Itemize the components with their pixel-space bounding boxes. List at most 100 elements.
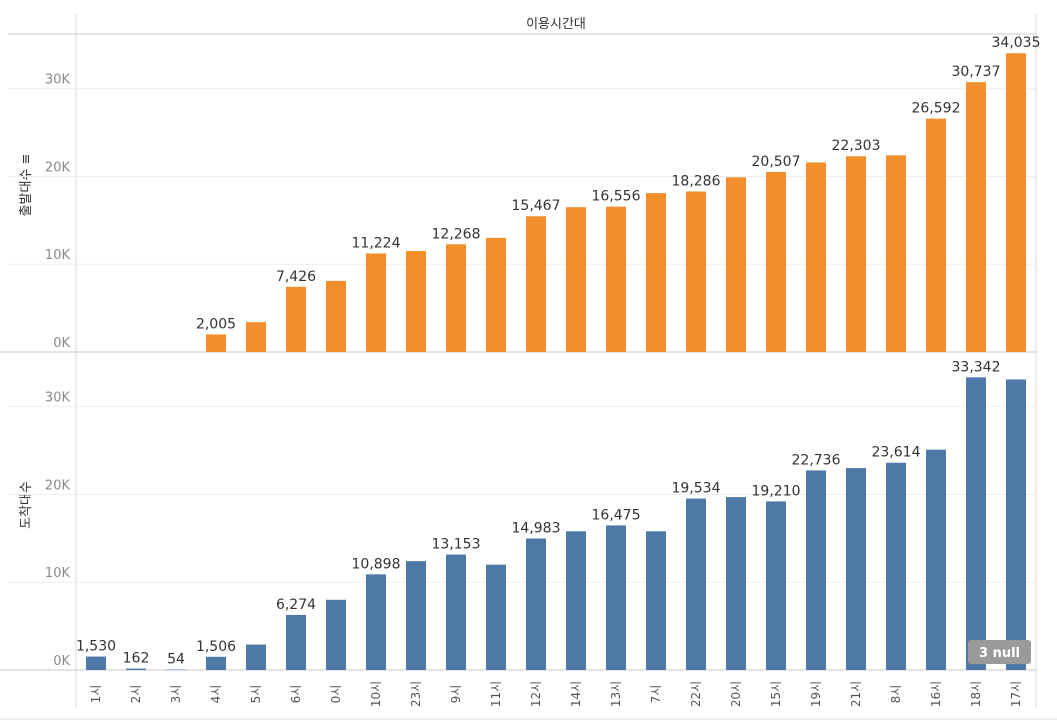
bar-departures[interactable] — [886, 155, 906, 352]
bar-departures[interactable] — [286, 286, 306, 352]
bar-departures[interactable] — [926, 118, 946, 353]
bar-arrivals[interactable] — [966, 377, 986, 670]
null-indicator-text[interactable]: 3 null — [979, 646, 1020, 661]
data-label-arrivals: 19,210 — [752, 483, 801, 499]
x-tick-label: 13시 — [609, 681, 623, 707]
bar-departures[interactable] — [446, 244, 466, 352]
x-tick-label: 19시 — [809, 681, 823, 707]
bar-departures[interactable] — [1006, 53, 1026, 353]
bar-arrivals[interactable] — [166, 669, 186, 671]
bar-departures[interactable] — [846, 156, 866, 352]
bar-arrivals[interactable] — [766, 501, 786, 670]
y-axis-title-departures: 출발대수 ≡ — [19, 154, 34, 217]
bar-arrivals[interactable] — [1006, 379, 1026, 670]
bar-departures[interactable] — [326, 280, 346, 352]
bar-arrivals[interactable] — [326, 599, 346, 670]
bar-arrivals[interactable] — [806, 470, 826, 670]
x-tick-label: 6시 — [289, 685, 303, 704]
panel-departures: 0K 10K 20K 30K 2,005 7,426 11,224 12,268 15,467 1… — [8, 35, 1041, 353]
x-tick-label: 3시 — [169, 685, 183, 704]
bar-departures[interactable] — [606, 206, 626, 352]
y-tick-label: 30K — [45, 391, 71, 406]
x-tick-label: 16시 — [929, 681, 943, 707]
data-label-arrivals: 16,475 — [592, 507, 641, 523]
y-axis-title-arrivals: 도착대수 — [19, 481, 34, 529]
data-label-departures: 15,467 — [512, 198, 561, 214]
x-axis: 1시 2시 3시 4시 5시 6시 0시 10시 23시 9시 11시 12시 14시 13시 7시 22시 2… — [89, 681, 1023, 707]
data-label-arrivals: 54 — [167, 652, 185, 668]
bar-departures[interactable] — [766, 171, 786, 352]
y-tick-label: 30K — [45, 73, 71, 88]
x-tick-label: 2시 — [129, 685, 143, 704]
bar-arrivals[interactable] — [606, 525, 626, 670]
bar-departures[interactable] — [366, 253, 386, 352]
x-tick-label: 12시 — [529, 681, 543, 707]
x-tick-label: 15시 — [769, 681, 783, 707]
data-label-arrivals: 1,530 — [76, 639, 116, 655]
bar-arrivals[interactable] — [246, 644, 266, 670]
data-label-departures: 16,556 — [592, 189, 641, 205]
bar-arrivals[interactable] — [526, 538, 546, 670]
bar-departures[interactable] — [806, 162, 826, 352]
data-label-arrivals: 23,614 — [872, 445, 921, 461]
bar-arrivals[interactable] — [406, 561, 426, 670]
bar-arrivals[interactable] — [486, 564, 506, 670]
bar-arrivals[interactable] — [286, 614, 306, 670]
y-tick-label: 0K — [53, 336, 70, 351]
bar-departures[interactable] — [966, 82, 986, 352]
null-indicator-badge[interactable] — [968, 640, 1031, 664]
data-label-departures: 18,286 — [672, 173, 721, 189]
bar-departures[interactable] — [486, 237, 506, 352]
data-label-arrivals: 6,274 — [276, 597, 316, 613]
data-label-arrivals: 14,983 — [512, 520, 561, 536]
data-label-departures: 30,737 — [952, 64, 1001, 80]
x-tick-label: 23시 — [409, 681, 423, 707]
x-tick-label: 20시 — [729, 681, 743, 707]
bar-departures[interactable] — [206, 334, 226, 352]
bar-arrivals[interactable] — [566, 531, 586, 670]
x-tick-label: 14시 — [569, 681, 583, 707]
bar-departures[interactable] — [566, 207, 586, 352]
bar-arrivals[interactable] — [86, 656, 106, 670]
bar-arrivals[interactable] — [886, 462, 906, 670]
x-tick-label: 1시 — [89, 685, 103, 704]
bar-departures[interactable] — [726, 177, 746, 352]
data-label-arrivals: 13,153 — [432, 537, 481, 553]
bar-departures[interactable] — [686, 191, 706, 352]
bar-departures[interactable] — [246, 322, 266, 352]
bar-arrivals[interactable] — [446, 554, 466, 670]
bar-departures[interactable] — [406, 251, 426, 352]
y-tick-label: 20K — [45, 478, 71, 493]
data-label-departures: 34,035 — [992, 35, 1041, 51]
data-label-arrivals: 33,342 — [952, 359, 1001, 375]
data-label-departures: 12,268 — [432, 226, 481, 242]
x-tick-label: 9시 — [449, 685, 463, 704]
x-tick-label: 21시 — [849, 681, 863, 707]
null-indicator[interactable]: 3 null — [968, 640, 1031, 664]
bar-departures[interactable] — [526, 216, 546, 352]
bar-departures[interactable] — [646, 193, 666, 352]
data-label-departures: 26,592 — [912, 101, 961, 117]
bar-arrivals[interactable] — [126, 668, 146, 670]
x-tick-label: 22시 — [689, 681, 703, 707]
data-label-departures: 2,005 — [196, 316, 236, 332]
bar-arrivals[interactable] — [646, 531, 666, 670]
bar-arrivals[interactable] — [726, 497, 746, 670]
data-label-departures: 20,507 — [752, 154, 801, 170]
bar-arrivals[interactable] — [686, 498, 706, 670]
panel-arrivals: 0K 10K 20K 30K 1,530 162 54 1,506 6,274 10,898 13,… — [8, 359, 1036, 671]
x-tick-label: 18시 — [969, 681, 983, 707]
x-tick-label: 10시 — [369, 681, 383, 707]
x-tick-label: 5시 — [249, 685, 263, 704]
data-label-arrivals: 162 — [123, 651, 150, 667]
x-tick-label: 0시 — [329, 685, 343, 704]
bar-arrivals[interactable] — [206, 656, 226, 670]
data-label-arrivals: 22,736 — [792, 452, 841, 468]
data-label-arrivals: 1,506 — [196, 639, 236, 655]
y-tick-label: 10K — [45, 248, 71, 263]
bar-arrivals[interactable] — [366, 574, 386, 670]
bar-arrivals[interactable] — [926, 449, 946, 670]
bar-arrivals[interactable] — [846, 468, 866, 670]
